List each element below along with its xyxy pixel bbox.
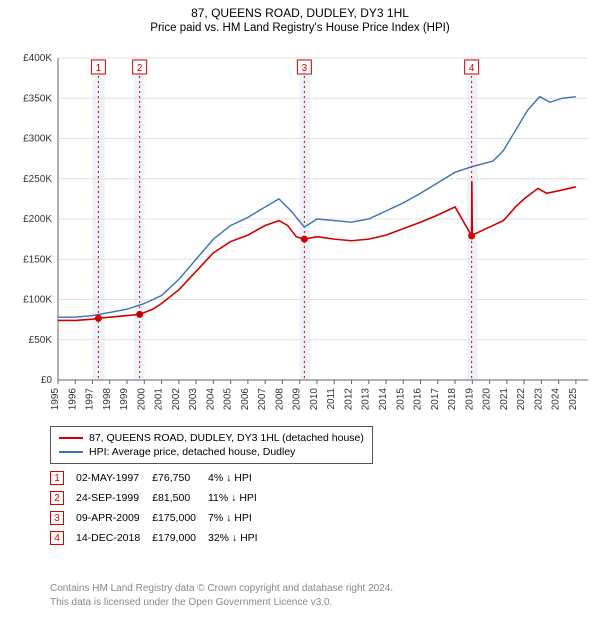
svg-text:£200K: £200K (23, 214, 52, 225)
legend-row-subject: 87, QUEENS ROAD, DUDLEY, DY3 1HL (detach… (59, 431, 364, 445)
table-row: 309-APR-2009£175,0007% ↓ HPI (50, 508, 270, 528)
svg-text:2025: 2025 (568, 388, 579, 411)
sale-price: £81,500 (152, 488, 208, 508)
svg-text:£400K: £400K (23, 53, 52, 64)
legend-label-subject: 87, QUEENS ROAD, DUDLEY, DY3 1HL (detach… (89, 432, 364, 444)
sale-marker: 2 (50, 488, 76, 508)
svg-text:2010: 2010 (309, 388, 320, 411)
legend-label-hpi: HPI: Average price, detached house, Dudl… (89, 446, 295, 458)
svg-text:2020: 2020 (482, 388, 493, 411)
svg-text:1998: 1998 (102, 388, 113, 411)
sale-date: 09-APR-2009 (76, 508, 152, 528)
svg-text:£150K: £150K (23, 254, 52, 265)
price-chart: £0 £50K £100K £150K £200K £250K £300K £350K £400… (8, 50, 594, 420)
svg-text:£0: £0 (41, 375, 53, 386)
svg-text:2003: 2003 (188, 388, 199, 411)
legend-swatch-subject (59, 437, 83, 439)
svg-text:2008: 2008 (274, 388, 285, 411)
svg-text:2000: 2000 (136, 388, 147, 411)
svg-text:1999: 1999 (119, 388, 130, 411)
sale-delta: 7% ↓ HPI (208, 508, 270, 528)
svg-text:2021: 2021 (499, 388, 510, 411)
svg-text:1: 1 (96, 63, 102, 74)
svg-text:2018: 2018 (447, 388, 458, 411)
svg-text:2005: 2005 (223, 388, 234, 411)
sale-price: £179,000 (152, 528, 208, 548)
svg-text:2009: 2009 (292, 388, 303, 411)
svg-text:2011: 2011 (326, 388, 337, 410)
svg-text:2006: 2006 (240, 388, 251, 411)
svg-text:2017: 2017 (430, 388, 441, 411)
svg-text:2007: 2007 (257, 388, 268, 411)
svg-text:4: 4 (469, 63, 475, 74)
svg-text:£300K: £300K (23, 134, 52, 145)
svg-text:2012: 2012 (343, 388, 354, 411)
sales-table: 102-MAY-1997£76,7504% ↓ HPI224-SEP-1999£… (50, 468, 270, 548)
sale-marker: 3 (50, 508, 76, 528)
svg-text:2014: 2014 (378, 388, 389, 411)
page-title: 87, QUEENS ROAD, DUDLEY, DY3 1HL (0, 6, 600, 20)
svg-text:2004: 2004 (205, 388, 216, 411)
svg-text:£350K: £350K (23, 93, 52, 104)
sale-delta: 32% ↓ HPI (208, 528, 270, 548)
svg-text:2022: 2022 (516, 388, 527, 411)
svg-text:2015: 2015 (395, 388, 406, 411)
chart-svg: £0 £50K £100K £150K £200K £250K £300K £350K £400… (8, 50, 594, 420)
svg-text:2001: 2001 (154, 388, 165, 411)
svg-text:1996: 1996 (67, 388, 78, 411)
svg-text:2016: 2016 (413, 388, 424, 411)
svg-text:£250K: £250K (23, 174, 52, 185)
svg-text:2024: 2024 (551, 388, 562, 411)
legend-swatch-hpi (59, 451, 83, 453)
svg-text:£100K: £100K (23, 295, 52, 306)
sale-delta: 4% ↓ HPI (208, 468, 270, 488)
table-row: 224-SEP-1999£81,50011% ↓ HPI (50, 488, 270, 508)
sale-date: 02-MAY-1997 (76, 468, 152, 488)
footer-line-1: Contains HM Land Registry data © Crown c… (50, 582, 393, 596)
legend: 87, QUEENS ROAD, DUDLEY, DY3 1HL (detach… (50, 426, 373, 464)
svg-text:1995: 1995 (50, 388, 61, 411)
sale-price: £76,750 (152, 468, 208, 488)
svg-text:2002: 2002 (171, 388, 182, 411)
svg-text:£50K: £50K (29, 335, 53, 346)
legend-row-hpi: HPI: Average price, detached house, Dudl… (59, 445, 364, 459)
svg-text:2023: 2023 (533, 388, 544, 411)
table-row: 102-MAY-1997£76,7504% ↓ HPI (50, 468, 270, 488)
sale-delta: 11% ↓ HPI (208, 488, 270, 508)
footer-line-2: This data is licensed under the Open Gov… (50, 596, 393, 610)
footer: Contains HM Land Registry data © Crown c… (50, 582, 393, 609)
svg-text:2013: 2013 (361, 388, 372, 411)
svg-text:1997: 1997 (85, 388, 96, 411)
svg-text:2019: 2019 (464, 388, 475, 411)
sale-price: £175,000 (152, 508, 208, 528)
page-subtitle: Price paid vs. HM Land Registry's House … (0, 22, 600, 34)
sale-marker: 4 (50, 528, 76, 548)
svg-text:2: 2 (137, 63, 143, 74)
sale-date: 14-DEC-2018 (76, 528, 152, 548)
sale-marker: 1 (50, 468, 76, 488)
sale-date: 24-SEP-1999 (76, 488, 152, 508)
table-row: 414-DEC-2018£179,00032% ↓ HPI (50, 528, 270, 548)
page-container: 87, QUEENS ROAD, DUDLEY, DY3 1HL Price p… (0, 6, 600, 626)
svg-text:3: 3 (302, 63, 308, 74)
